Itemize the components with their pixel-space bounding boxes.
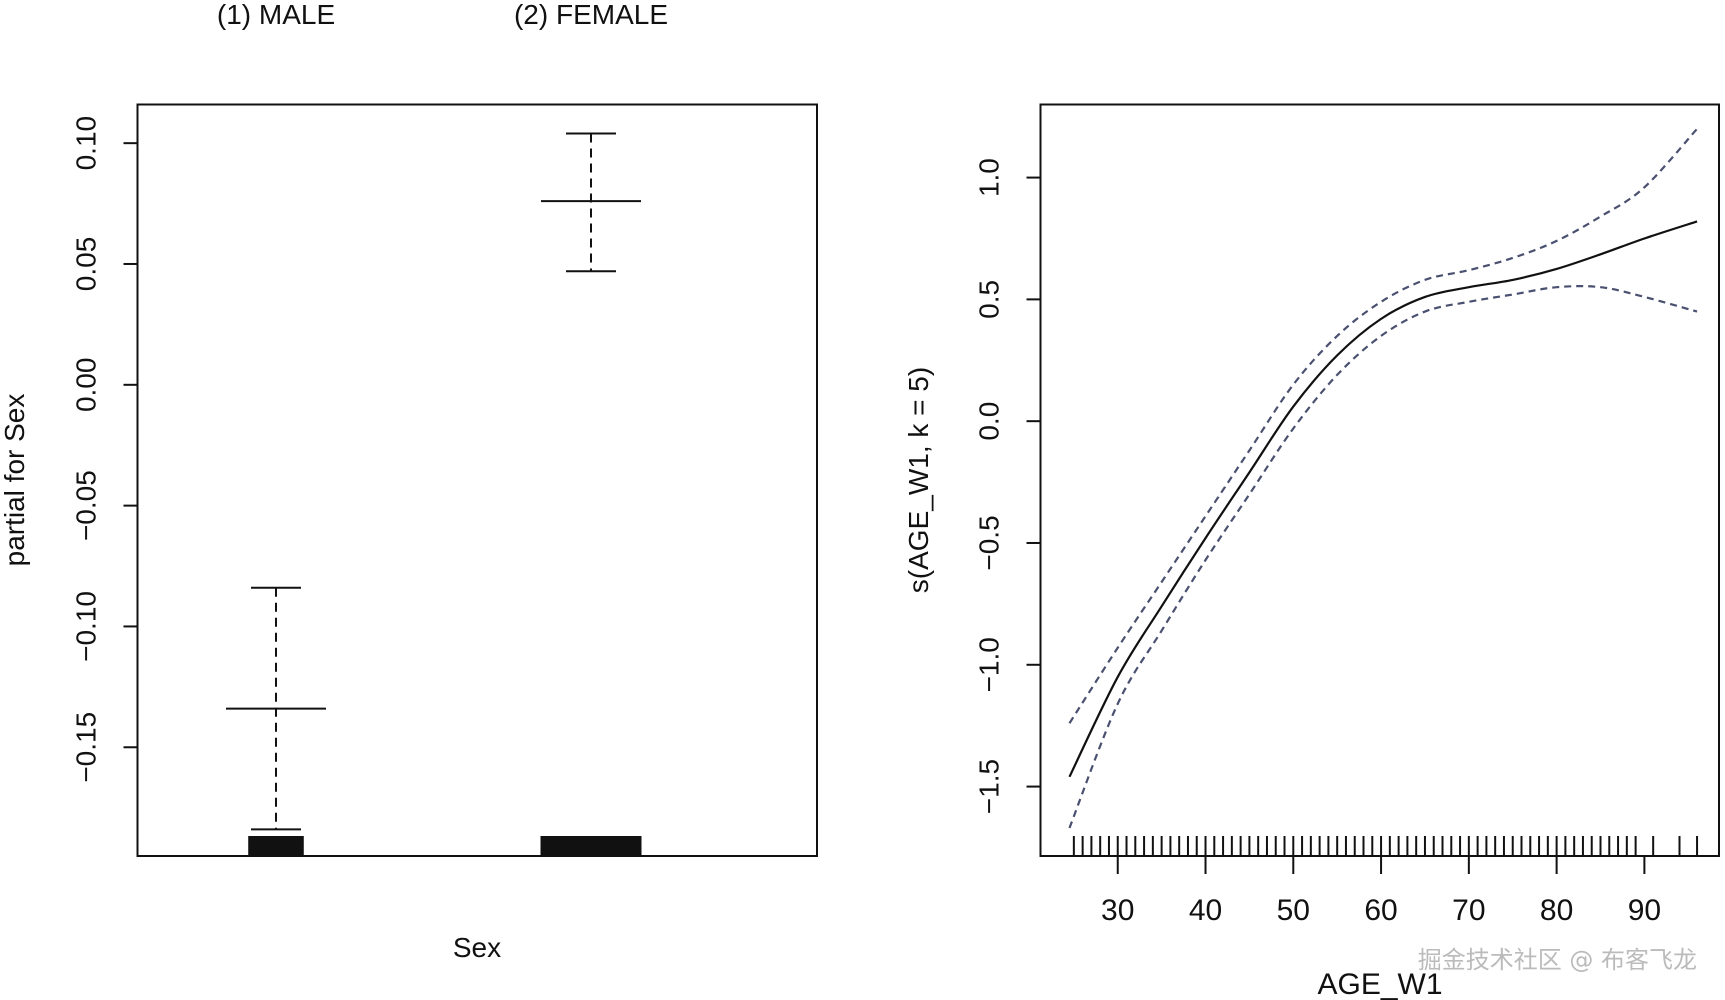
series-line-lower	[1068, 285, 1698, 829]
x-axis-label-age: AGE_W1	[1317, 968, 1442, 1000]
y-tick-label: 1.0	[974, 158, 1005, 197]
x-tick-label: 80	[1540, 894, 1573, 927]
y-tick-label: 0.10	[71, 116, 102, 171]
y-tick-label: −0.05	[71, 470, 102, 541]
sex-partial-panel: −0.15 −0.10 −0.05 0.00 0.05 0.10	[71, 103, 818, 857]
y-tick-label: 0.0	[974, 402, 1005, 441]
age-smooth-panel: −1.5 −1.0 −0.5 0.0 0.5 1.0 30 40 50 60 70 80 90	[974, 103, 1720, 927]
x-tick-label: 60	[1364, 894, 1397, 927]
y-tick-label: 0.5	[974, 280, 1005, 319]
x-tick-label: 30	[1101, 894, 1134, 927]
y-tick-label: 0.00	[71, 358, 102, 413]
x-axis-label-sex: Sex	[453, 932, 501, 963]
y-tick-label: −1.0	[974, 637, 1005, 692]
x-tick-label: 70	[1452, 894, 1485, 927]
x-tick-label: 90	[1628, 894, 1661, 927]
y-tick-label: 0.05	[71, 237, 102, 292]
category-label-male: (1) MALE	[217, 0, 335, 30]
series-line-upper	[1068, 128, 1698, 724]
y-tick-label: −0.15	[71, 712, 102, 783]
rug-block	[540, 836, 642, 856]
y-tick-label: −0.10	[71, 591, 102, 662]
y-tick-label: −0.5	[974, 515, 1005, 570]
y-axis-label-sex: partial for Sex	[0, 394, 30, 567]
plot-frame	[136, 103, 818, 857]
x-tick-label: 40	[1189, 894, 1222, 927]
series-line-fit	[1068, 220, 1698, 778]
x-tick-label: 50	[1277, 894, 1310, 927]
y-tick-label: −1.5	[974, 759, 1005, 814]
y-axis-label-age: s(AGE_W1, k = 5)	[903, 367, 934, 593]
category-label-female: (2) FEMALE	[514, 0, 668, 30]
rug-block	[248, 836, 304, 856]
plot-frame	[1039, 103, 1720, 857]
watermark: 掘金技术社区 @ 布客飞龙	[1418, 946, 1697, 974]
